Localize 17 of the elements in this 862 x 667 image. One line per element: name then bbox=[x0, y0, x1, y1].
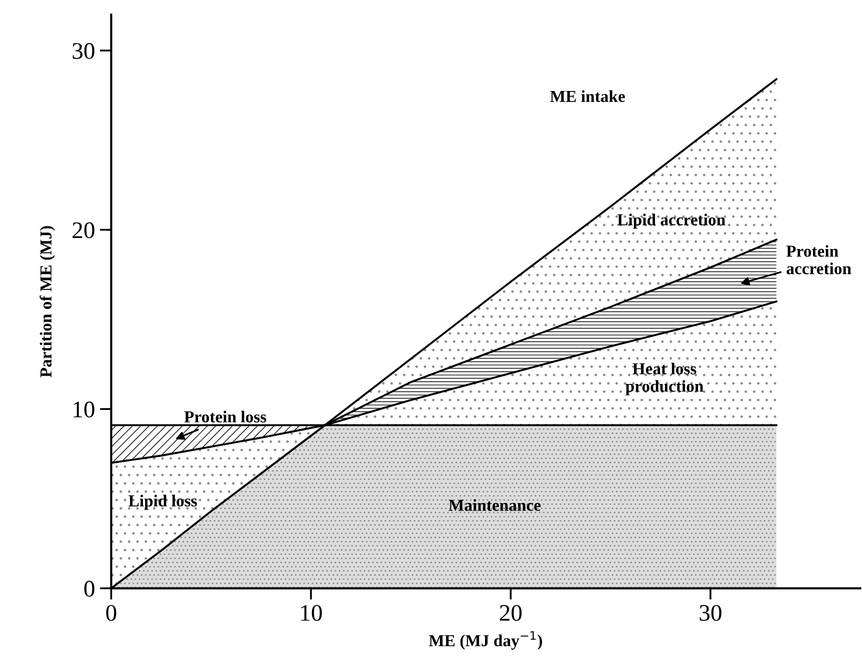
series-label: Heat loss production bbox=[626, 362, 704, 396]
y-axis-title: Partition of ME (MJ) bbox=[40, 226, 55, 378]
annotation: ME intake bbox=[550, 90, 625, 102]
y-tick-label: 30 bbox=[72, 43, 94, 59]
series-label: Maintenance bbox=[448, 499, 541, 511]
x-tick-label: 20 bbox=[500, 604, 522, 621]
y-tick-label: 0 bbox=[84, 580, 94, 597]
x-axis-title: ME (MJ day$^{−1}$) bbox=[428, 631, 542, 650]
series-label: Lipid loss bbox=[128, 494, 197, 510]
series-label: Protein accretion bbox=[786, 245, 852, 274]
x-tick-label: 10 bbox=[301, 604, 322, 621]
series-label: Lipid accretion bbox=[617, 214, 726, 229]
x-tick-label: 0 bbox=[106, 604, 116, 621]
y-tick-label: 10 bbox=[74, 402, 94, 418]
x-tick-label: 30 bbox=[700, 604, 722, 621]
y-tick-label: 20 bbox=[72, 222, 94, 238]
series-label: Protein loss bbox=[184, 410, 266, 422]
